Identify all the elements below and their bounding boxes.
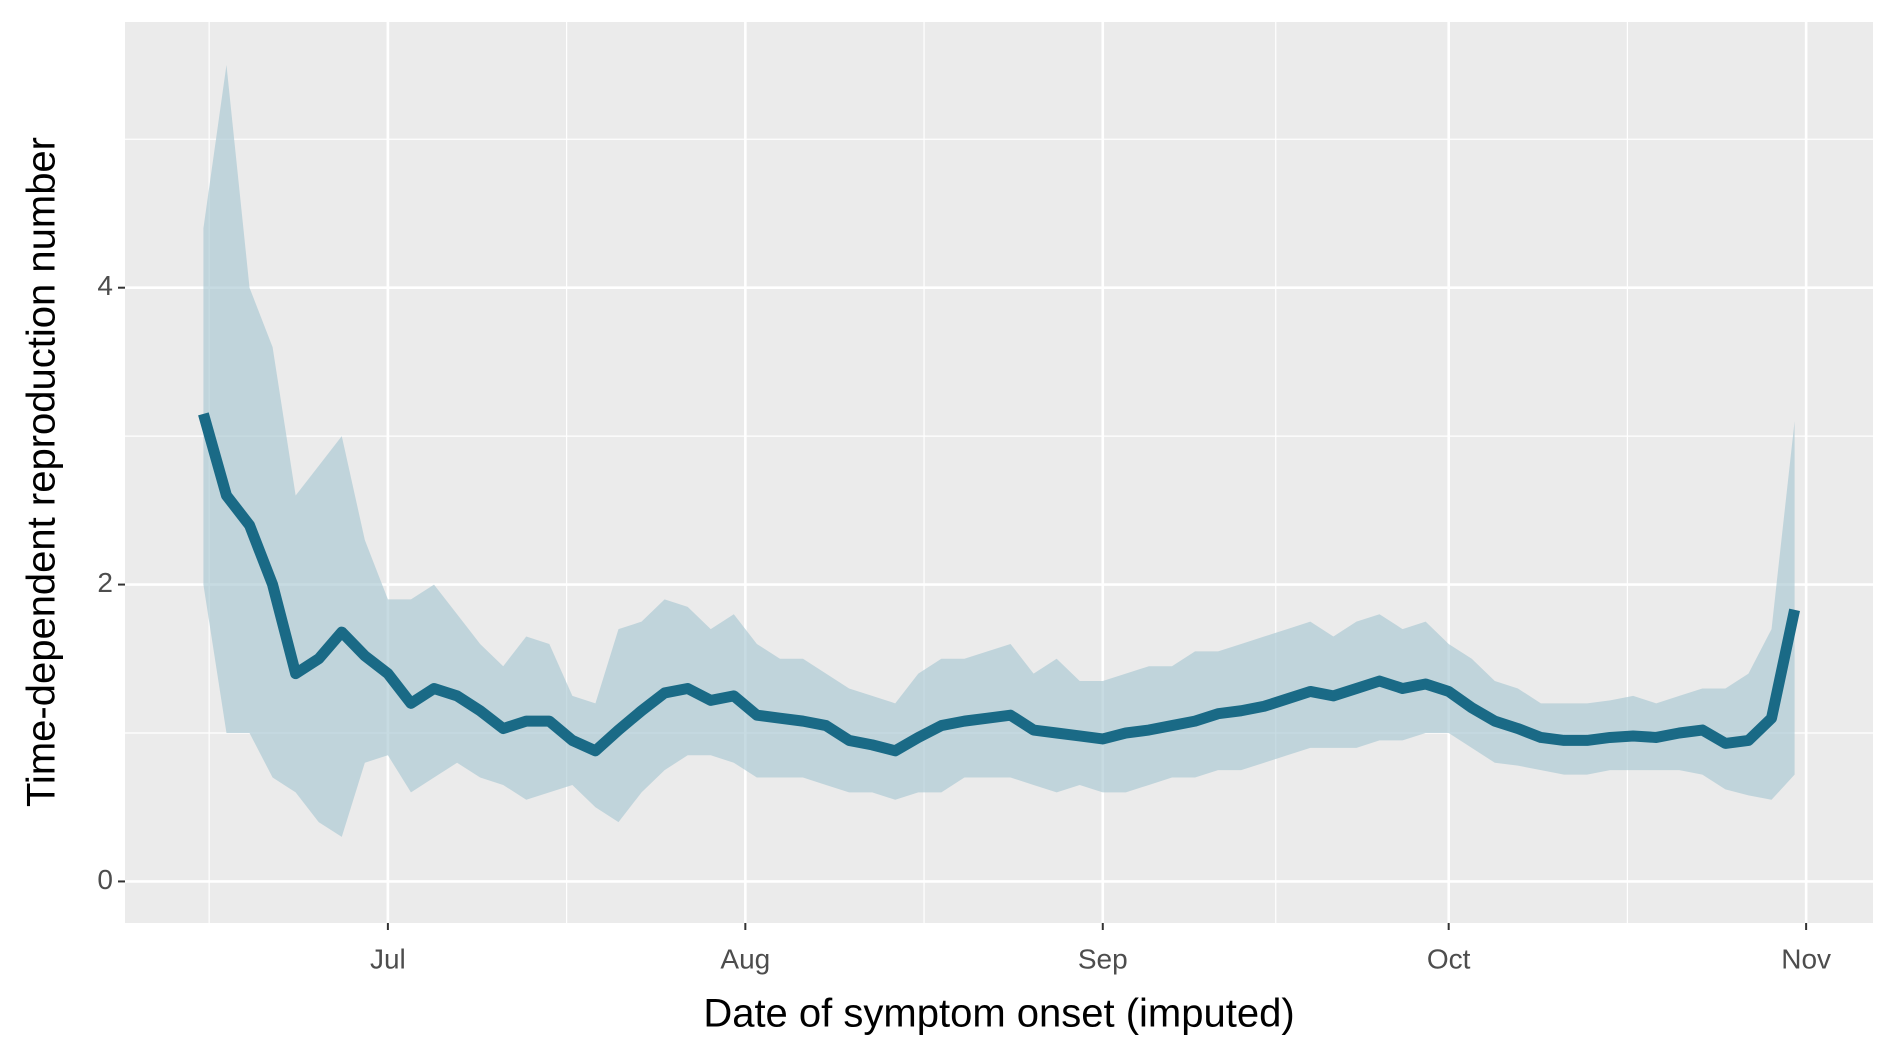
x-tick-label: Oct — [1427, 943, 1471, 974]
x-axis-title: Date of symptom onset (imputed) — [703, 992, 1294, 1036]
x-tick-label: Aug — [720, 943, 770, 974]
y-tick-label: 2 — [97, 567, 113, 598]
y-axis-title: Time-dependent reproduction number — [20, 137, 64, 807]
x-tick-label: Sep — [1078, 943, 1128, 974]
x-tick-label: Nov — [1781, 943, 1831, 974]
confidence-band — [203, 65, 1795, 837]
y-tick-label: 4 — [97, 270, 113, 301]
y-tick-label: 0 — [97, 864, 113, 895]
line — [198, 412, 1800, 757]
x-tick-label: Jul — [370, 943, 406, 974]
